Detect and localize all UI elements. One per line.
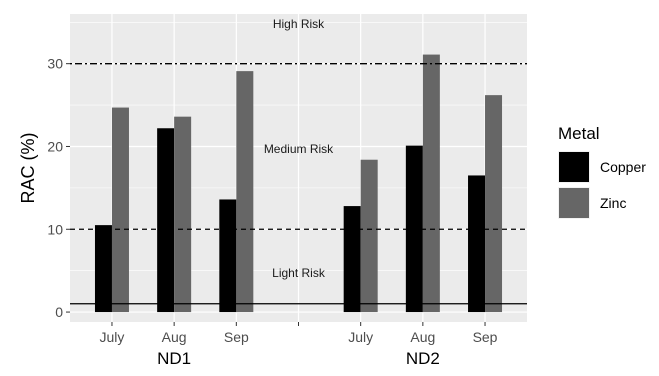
legend: Metal Copper Zinc xyxy=(558,124,646,219)
bar-zinc xyxy=(236,71,254,313)
x-tick-label: Sep xyxy=(473,329,498,345)
reference-lines xyxy=(70,63,527,305)
legend-label-copper: Copper xyxy=(600,159,646,175)
risk-annotations: High Risk Medium Risk Light Risk xyxy=(264,17,334,280)
bar-zinc xyxy=(111,107,129,313)
x-tick-label: Aug xyxy=(162,329,187,345)
risk-annotation: Light Risk xyxy=(272,266,326,280)
x-tick-label: Aug xyxy=(410,329,435,345)
legend-label-zinc: Zinc xyxy=(600,195,626,211)
risk-annotation: Medium Risk xyxy=(264,142,334,156)
x-axis: July Aug Sep July Aug Sep ND1 ND2 xyxy=(100,322,498,368)
y-tick-label: 0 xyxy=(55,304,63,320)
legend-title: Metal xyxy=(558,124,600,143)
bar-copper xyxy=(343,206,361,313)
bar-zinc xyxy=(360,159,378,313)
bar-copper xyxy=(157,128,175,313)
bar-copper xyxy=(219,199,237,313)
bar-zinc xyxy=(422,54,440,313)
x-group-label: ND2 xyxy=(406,349,440,368)
y-axis: 0 10 20 30 xyxy=(47,56,70,320)
bars xyxy=(94,54,503,313)
bar-zinc xyxy=(174,116,192,313)
x-tick-label: July xyxy=(100,329,125,345)
legend-swatch-copper xyxy=(559,152,589,182)
y-tick-label: 30 xyxy=(47,56,63,72)
x-tick-label: July xyxy=(348,329,373,345)
legend-swatch-zinc xyxy=(559,188,589,218)
y-tick-label: 20 xyxy=(47,138,63,154)
bar-copper xyxy=(94,225,112,313)
x-group-label: ND1 xyxy=(157,349,191,368)
y-tick-label: 10 xyxy=(47,221,63,237)
bar-zinc xyxy=(485,95,503,313)
x-tick-label: Sep xyxy=(224,329,249,345)
y-axis-label: RAC (%) xyxy=(18,133,38,204)
risk-annotation: High Risk xyxy=(273,17,325,31)
bar-copper xyxy=(468,175,486,313)
